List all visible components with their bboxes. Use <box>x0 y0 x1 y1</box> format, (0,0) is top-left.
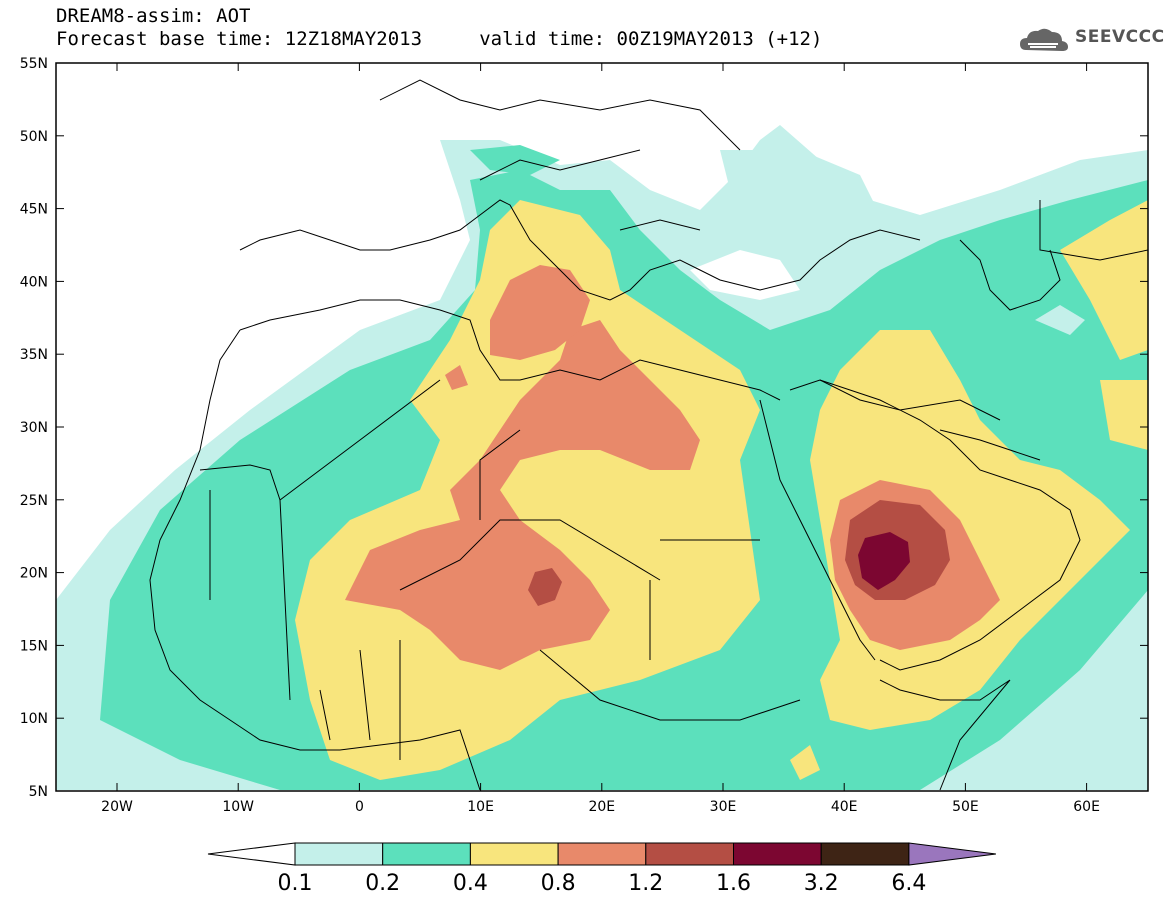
lat-label: 55N <box>20 56 48 72</box>
lat-label: 15N <box>20 638 48 654</box>
colorbar-swatch <box>733 842 822 866</box>
colorbar-swatch <box>645 842 734 866</box>
colorbar-label: 0.8 <box>541 871 576 896</box>
lat-label: 5N <box>29 784 48 800</box>
aot-class-12-16 <box>528 568 562 606</box>
colorbar-swatch <box>557 842 647 866</box>
aot-field <box>56 125 1148 790</box>
colorbar-label: 0.1 <box>278 871 313 896</box>
colorbar-label: 6.4 <box>891 871 926 896</box>
colorbar-swatch <box>294 842 384 866</box>
lon-label: 30E <box>710 799 737 815</box>
forecast-time-subtitle: Forecast base time: 12Z18MAY2013 valid t… <box>56 28 823 50</box>
colorbar-label: 1.2 <box>628 871 663 896</box>
colorbar-under-triangle <box>207 842 296 866</box>
borders-west-africa <box>199 464 401 760</box>
lat-label: 30N <box>20 420 48 436</box>
lon-label: 10W <box>222 799 254 815</box>
cloud-logo-icon <box>1020 28 1068 51</box>
coastlines-borders <box>149 79 1148 791</box>
aot-class-16-32 <box>858 532 910 590</box>
lat-label: 35N <box>20 347 48 363</box>
seevccc-logo-text: SEEVCCC <box>1075 27 1165 47</box>
latitude-axis: 55N 50N 45N 40N 35N 30N 25N 20N 15N 10N 5N <box>20 56 1148 800</box>
lat-label: 20N <box>20 566 48 582</box>
coastline-africa-north <box>239 299 781 401</box>
borders-sahara <box>279 379 801 721</box>
coastline-africa-west <box>149 329 481 791</box>
lon-label: 60E <box>1073 799 1100 815</box>
lon-label: 10E <box>467 799 494 815</box>
lon-label: 20E <box>588 799 615 815</box>
colorbar-label: 0.2 <box>365 871 400 896</box>
color-bar: 0.1 0.2 0.4 0.8 1.2 1.6 3.2 6.4 <box>207 842 996 896</box>
borders-middle-east <box>819 200 1148 461</box>
map-title: DREAM8-assim: AOT <box>56 5 251 27</box>
lat-label: 10N <box>20 711 48 727</box>
aot-class-04-08 <box>295 200 760 780</box>
colorbar-label: 1.6 <box>716 871 751 896</box>
coastline-horn <box>879 679 1011 791</box>
lat-label: 40N <box>20 274 48 290</box>
coastline-europe <box>239 199 921 301</box>
lon-label: 50E <box>952 799 979 815</box>
colorbar-over-triangle <box>908 842 996 866</box>
aot-class-08-12 <box>345 320 700 670</box>
borders-europe <box>379 79 741 231</box>
colorbar-swatch <box>469 842 559 866</box>
colorbar-label: 0.4 <box>453 871 488 896</box>
lat-label: 45N <box>20 202 48 218</box>
colorbar-swatch <box>382 842 471 866</box>
colorbar-label: 3.2 <box>804 871 839 896</box>
lon-label: 40E <box>831 799 858 815</box>
coastline-caspian <box>959 239 1061 311</box>
lon-label: 0 <box>355 799 364 815</box>
coastline-arabia <box>789 379 1081 671</box>
colorbar-swatch <box>820 842 910 866</box>
lat-label: 25N <box>20 493 48 509</box>
coastline-red-sea <box>759 399 876 661</box>
longitude-axis: 20W 10W 0 10E 20E 30E 40E 50E 60E <box>101 63 1100 815</box>
lon-label: 20W <box>101 799 133 815</box>
lat-label: 50N <box>20 129 48 145</box>
